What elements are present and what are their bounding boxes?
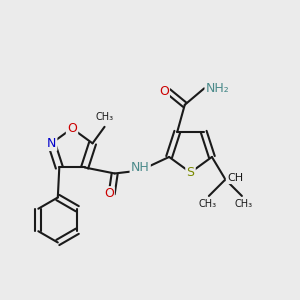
Text: NH₂: NH₂ xyxy=(206,82,230,95)
Text: NH: NH xyxy=(131,161,150,174)
Text: CH₃: CH₃ xyxy=(95,112,114,122)
Text: O: O xyxy=(67,122,77,135)
Text: O: O xyxy=(104,188,114,200)
Text: O: O xyxy=(159,85,169,98)
Text: S: S xyxy=(187,166,194,179)
Text: CH₃: CH₃ xyxy=(198,199,217,209)
Text: N: N xyxy=(47,137,56,150)
Text: CH: CH xyxy=(227,173,243,183)
Text: CH₃: CH₃ xyxy=(234,199,253,209)
